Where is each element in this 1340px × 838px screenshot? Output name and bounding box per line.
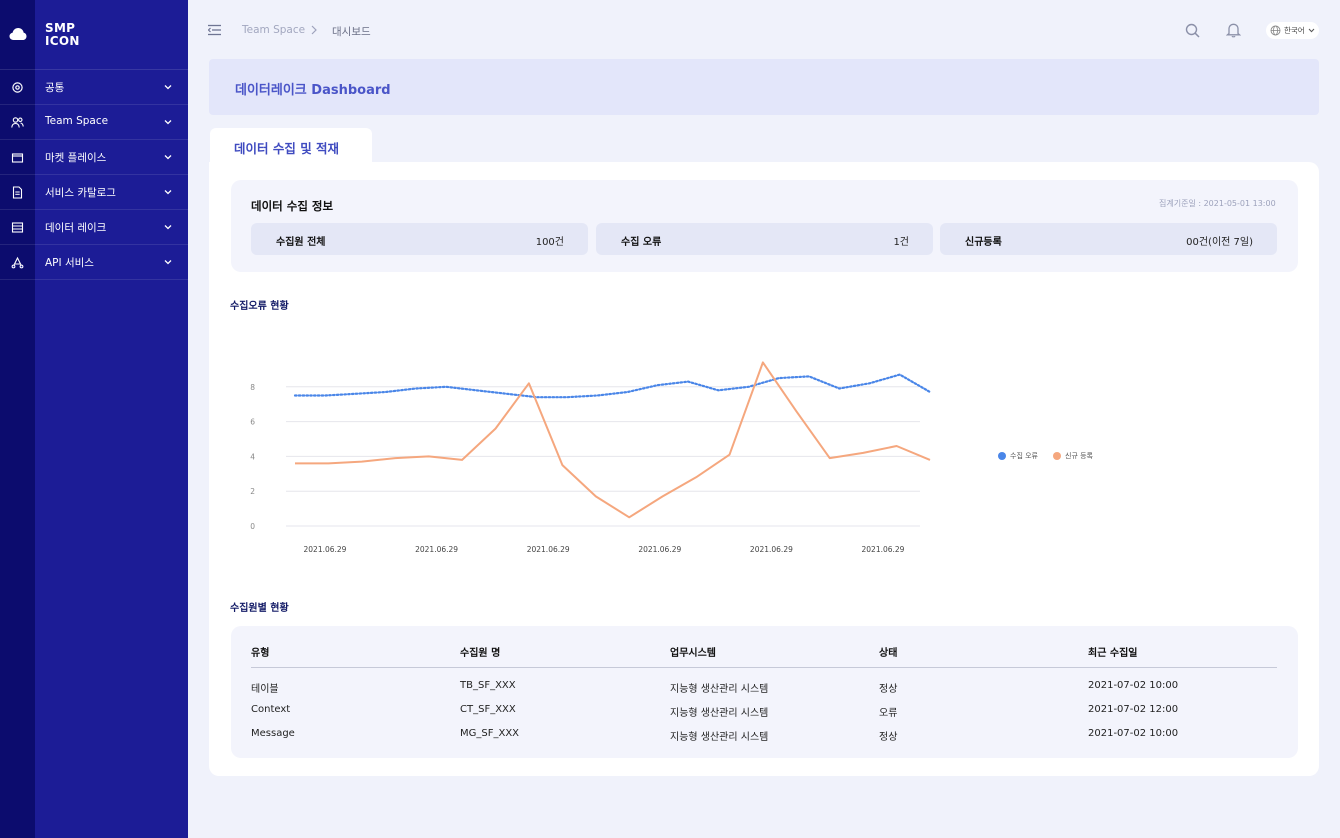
sidebar <box>35 0 188 838</box>
chevron-down-icon <box>164 155 172 160</box>
column-header-type: 유형 <box>251 648 270 659</box>
table-cell: 정상 <box>879 684 898 695</box>
legend-label: 신규 등록 <box>1065 452 1093 460</box>
document-icon <box>12 186 23 199</box>
menu-toggle-icon[interactable] <box>208 24 221 36</box>
logo-line2: ICON <box>45 34 80 48</box>
column-header-system: 업무시스템 <box>670 648 716 659</box>
table-cell: 2021-07-02 10:00 <box>1088 680 1179 691</box>
table-cell: MG_SF_XXX <box>460 728 520 739</box>
users-icon <box>11 117 24 128</box>
table-cell: TB_SF_XXX <box>460 680 516 691</box>
chevron-right-icon <box>311 25 317 35</box>
language-label: 한국어 <box>1284 26 1305 35</box>
chevron-down-icon <box>164 225 172 230</box>
table-section-title: 수집원별 현황 <box>230 603 289 614</box>
series-line-errors <box>293 373 932 399</box>
table-cell: Message <box>251 728 295 739</box>
database-icon <box>11 222 24 233</box>
y-tick-label: 4 <box>250 452 255 461</box>
chevron-down-icon <box>164 120 172 125</box>
stat-label: 신규등록 <box>965 237 1002 248</box>
cloud-icon <box>9 28 27 40</box>
sidebar-item-common[interactable]: 공통 <box>0 70 188 105</box>
table-cell: 테이블 <box>251 684 279 695</box>
icon-rail <box>0 0 35 838</box>
logo-text: SMP ICON <box>45 22 80 48</box>
y-tick-label: 0 <box>250 522 255 531</box>
y-tick-label: 8 <box>250 383 255 392</box>
sidebar-item-label: Team Space <box>45 115 109 127</box>
x-tick-label: 2021.06.29 <box>750 545 793 554</box>
table-cell: Context <box>251 704 291 715</box>
sidebar-item-label: 데이터 레이크 <box>45 222 107 234</box>
table-cell: 2021-07-02 10:00 <box>1088 728 1179 739</box>
collection-info-title: 데이터 수집 정보 <box>251 199 334 213</box>
sidebar-item-label: 공통 <box>45 82 65 94</box>
table-cell: 지능형 생산관리 시스템 <box>670 708 769 719</box>
chevron-down-icon <box>164 260 172 265</box>
legend-label: 수집 오류 <box>1010 452 1038 460</box>
table-cell: 2021-07-02 12:00 <box>1088 704 1179 715</box>
api-icon <box>11 256 24 269</box>
stat-total-sources: 수집원 전체 100건 <box>251 223 588 255</box>
table-cell: 지능형 생산관리 시스템 <box>670 684 769 695</box>
source-table <box>231 626 1298 758</box>
sidebar-item-label: 마켓 플레이스 <box>45 152 107 164</box>
column-header-last-collected: 최근 수집일 <box>1088 648 1138 659</box>
gear-icon <box>12 82 23 93</box>
tab-label: 데이터 수집 및 적재 <box>234 141 340 156</box>
search-icon[interactable] <box>1185 23 1200 38</box>
breadcrumb-current: 대시보드 <box>332 26 371 38</box>
stat-value: 00건(이전 7일) <box>1186 237 1253 248</box>
x-tick-label: 2021.06.29 <box>527 545 570 554</box>
tab-data-collection[interactable]: 데이터 수집 및 적재 <box>210 128 372 164</box>
stat-collection-errors: 수집 오류 1건 <box>596 223 933 255</box>
sidebar-item-api-service[interactable]: API 서비스 <box>0 245 188 280</box>
y-tick-label: 2 <box>250 487 255 496</box>
y-tick-label: 6 <box>250 418 255 427</box>
column-header-status: 상태 <box>879 648 898 659</box>
logo-area[interactable]: SMP ICON <box>0 0 188 70</box>
stat-value: 100건 <box>535 237 564 248</box>
sidebar-item-label: API 서비스 <box>45 257 94 269</box>
column-header-source-name: 수집원 명 <box>460 648 501 659</box>
sidebar-item-data-lake[interactable]: 데이터 레이크 <box>0 210 188 245</box>
table-cell: 지능형 생산관리 시스템 <box>670 732 769 743</box>
language-selector[interactable]: 한국어 <box>1266 22 1319 39</box>
breadcrumb-root[interactable]: Team Space <box>242 24 306 36</box>
series-line-new-registrations <box>295 361 931 519</box>
collection-info-as-of: 집계기준일 : 2021-05-01 13:00 <box>1159 199 1276 208</box>
folder-icon <box>11 153 24 163</box>
stat-label: 수집원 전체 <box>276 237 326 248</box>
page-title-banner: 데이터레이크 Dashboard <box>209 59 1319 115</box>
chevron-down-icon <box>1308 28 1315 33</box>
page-title: 데이터레이크 Dashboard <box>235 83 391 98</box>
globe-icon <box>1270 25 1281 36</box>
table-header-divider <box>251 667 1277 668</box>
sidebar-item-label: 서비스 카탈로그 <box>45 187 116 199</box>
stat-new-registrations: 신규등록 00건(이전 7일) <box>940 223 1277 255</box>
sidebar-item-team-space[interactable]: Team Space <box>0 105 188 140</box>
chevron-down-icon <box>164 85 172 90</box>
x-tick-label: 2021.06.29 <box>638 545 681 554</box>
table-cell: 정상 <box>879 732 898 743</box>
table-cell: 오류 <box>879 708 898 719</box>
table-cell: CT_SF_XXX <box>460 704 516 715</box>
chevron-down-icon <box>164 190 172 195</box>
stat-label: 수집 오류 <box>621 237 662 248</box>
legend-swatch <box>1053 452 1061 460</box>
sidebar-item-marketplace[interactable]: 마켓 플레이스 <box>0 140 188 175</box>
legend-swatch <box>998 452 1006 460</box>
x-tick-label: 2021.06.29 <box>304 545 347 554</box>
error-line-chart: 0 2 4 6 8 2021.06.29 2021.06.29 2021.06.29 2021.… <box>250 361 932 554</box>
chart-section-title: 수집오류 현황 <box>230 301 289 312</box>
x-tick-label: 2021.06.29 <box>415 545 458 554</box>
sidebar-item-service-catalog[interactable]: 서비스 카탈로그 <box>0 175 188 210</box>
x-tick-label: 2021.06.29 <box>862 545 905 554</box>
logo-line1: SMP <box>45 21 76 35</box>
stat-value: 1건 <box>893 237 909 248</box>
bell-icon[interactable] <box>1226 22 1241 38</box>
